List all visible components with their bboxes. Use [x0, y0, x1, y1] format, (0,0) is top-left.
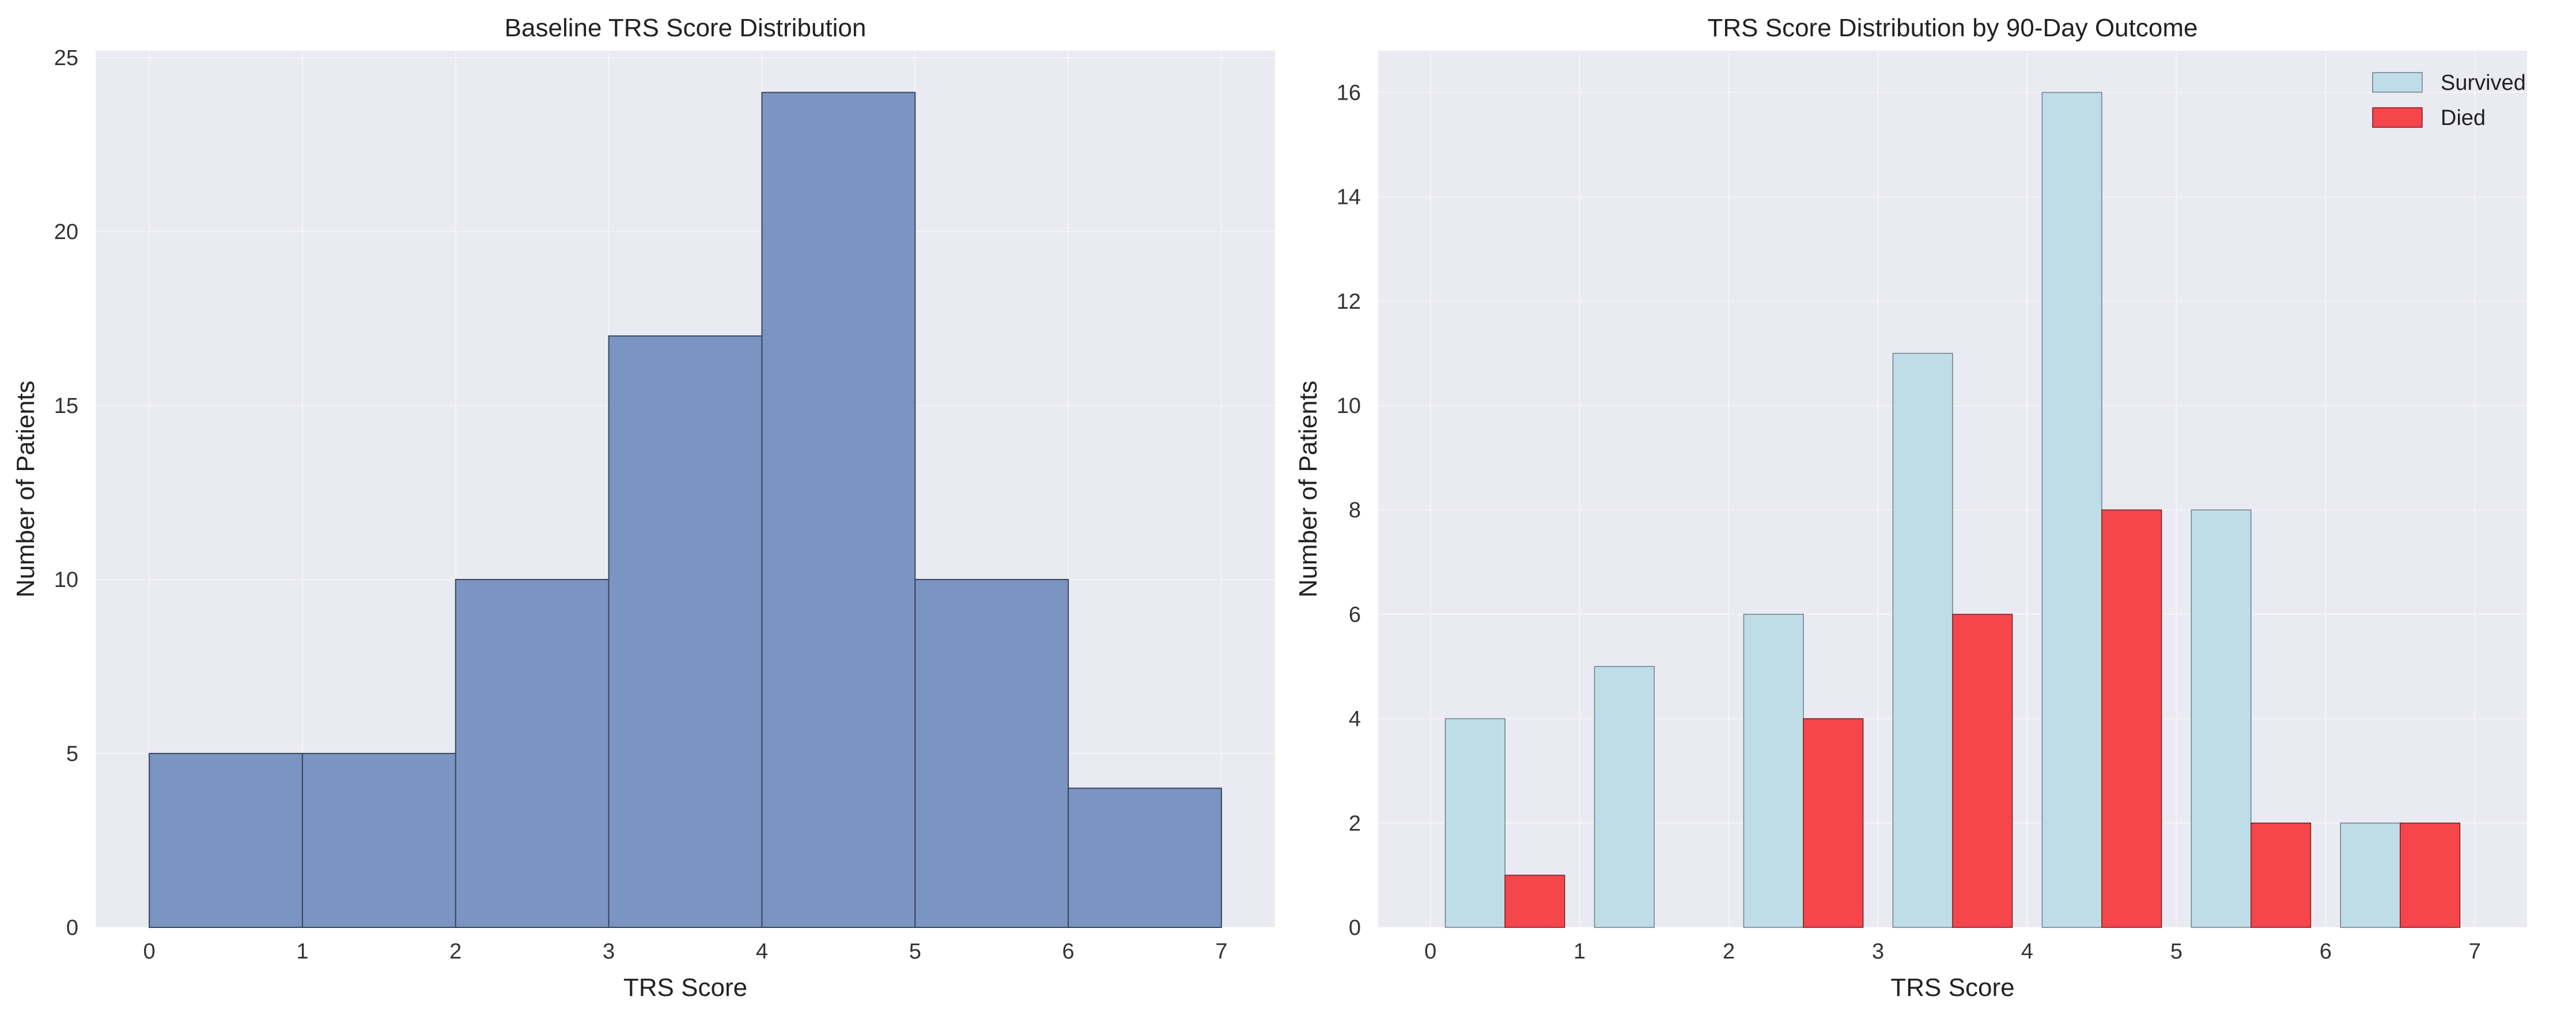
y-axis-label: Number of Patients — [1294, 381, 1322, 598]
chart-panel-1: 0 1 2 3 4 5 6 7 0 5 10 15 20 25 Baseline TRS Score Dis… — [12, 14, 1275, 1002]
x-tick-label: 6 — [1062, 940, 1075, 964]
bar-survived — [2041, 92, 2102, 928]
y-tick-label: 12 — [1337, 290, 1361, 314]
y-tick-label: 0 — [1349, 916, 1361, 940]
x-tick-label: 0 — [1424, 940, 1436, 964]
bar-died — [1803, 718, 1864, 928]
legend-swatch — [2372, 72, 2423, 93]
bar-died — [2250, 823, 2312, 928]
chart-title: TRS Score Distribution by 90-Day Outcome — [1708, 14, 2198, 42]
y-tick-label: 20 — [54, 220, 78, 244]
bar-survived — [2340, 823, 2401, 928]
y-tick-label: 0 — [66, 916, 78, 940]
legend-label: Survived — [2441, 71, 2526, 95]
bar-died — [2400, 823, 2461, 928]
histogram-bar — [455, 579, 610, 928]
y-tick-label: 2 — [1349, 812, 1361, 836]
histogram-bar — [608, 335, 763, 928]
y-tick-label: 10 — [54, 568, 78, 592]
bar-died — [1504, 874, 1565, 928]
histogram-bar — [1068, 787, 1222, 929]
x-tick-label: 7 — [2469, 940, 2481, 964]
histogram-bar — [914, 579, 1069, 928]
y-tick-label: 14 — [1337, 185, 1361, 210]
histogram-bar — [761, 92, 916, 928]
x-tick-label: 4 — [756, 940, 768, 964]
y-tick-label: 15 — [54, 394, 78, 418]
y-tick-label: 10 — [1337, 394, 1361, 418]
histogram-bar — [149, 753, 303, 928]
x-tick-label: 5 — [909, 940, 921, 964]
bar-died — [2101, 509, 2162, 928]
bar-survived — [1743, 613, 1804, 928]
x-tick-label: 3 — [603, 940, 615, 964]
y-tick-label: 5 — [66, 742, 78, 766]
x-tick-label: 7 — [1215, 940, 1227, 964]
legend-item: Survived — [2372, 71, 2526, 95]
y-tick-label: 8 — [1349, 498, 1361, 522]
x-tick-label: 2 — [449, 940, 462, 964]
x-tick-label: 3 — [1872, 940, 1884, 964]
legend-swatch — [2372, 107, 2423, 128]
legend: Survived Died — [2372, 71, 2526, 130]
x-tick-label: 1 — [1573, 940, 1586, 964]
legend-label: Died — [2441, 106, 2486, 130]
x-axis-label: TRS Score — [623, 973, 747, 1002]
y-tick-label: 6 — [1349, 603, 1361, 627]
x-tick-label: 5 — [2170, 940, 2182, 964]
x-tick-label: 2 — [1723, 940, 1735, 964]
y-axis-label: Number of Patients — [12, 381, 40, 598]
y-tick-label: 25 — [54, 46, 78, 70]
x-axis-label: TRS Score — [1890, 973, 2014, 1002]
chart-title: Baseline TRS Score Distribution — [505, 14, 867, 42]
legend-item: Died — [2372, 106, 2486, 130]
x-tick-label: 6 — [2320, 940, 2332, 964]
x-tick-label: 4 — [2021, 940, 2033, 964]
bar-survived — [1594, 666, 1655, 928]
x-tick-label: 0 — [143, 940, 155, 964]
bar-survived — [2191, 509, 2252, 928]
y-tick-label: 16 — [1337, 81, 1361, 105]
tick-labels: 0 1 2 3 4 5 6 7 0 5 10 15 20 25 — [54, 46, 1228, 964]
x-tick-label: 1 — [296, 940, 308, 964]
bars — [1444, 92, 2461, 928]
bar-survived — [1892, 353, 1953, 928]
bar-survived — [1444, 718, 1505, 928]
y-tick-label: 4 — [1349, 707, 1361, 732]
histogram-bar — [301, 753, 456, 928]
bar-died — [1952, 613, 2013, 928]
bars — [149, 92, 1222, 929]
